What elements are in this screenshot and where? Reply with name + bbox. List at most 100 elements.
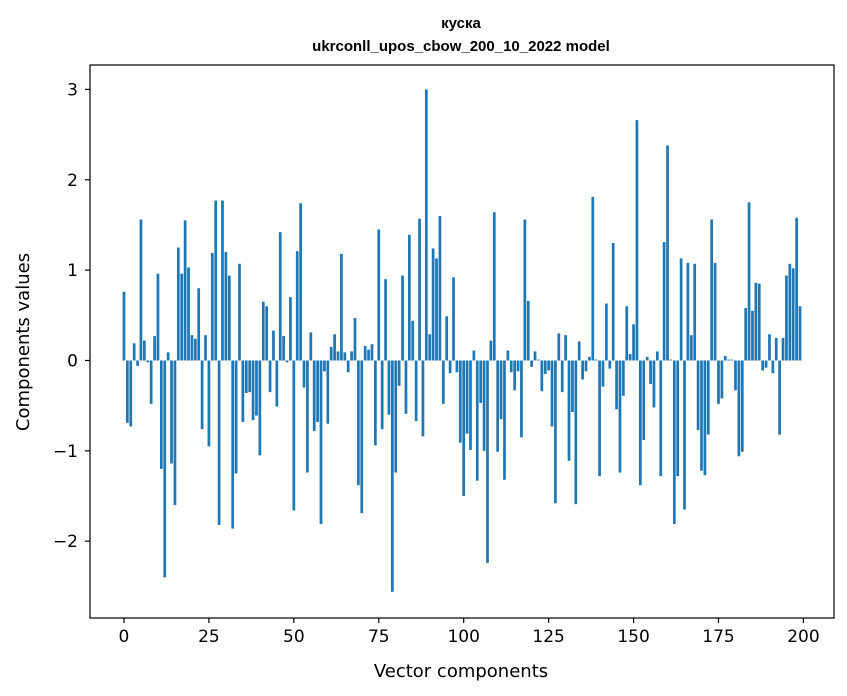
y-tick-label: −2 — [53, 532, 78, 552]
bar — [622, 360, 625, 396]
bar — [438, 215, 442, 361]
bar — [217, 360, 221, 525]
bar — [588, 356, 591, 361]
bar — [465, 360, 469, 434]
bar — [268, 360, 272, 393]
bar — [601, 360, 605, 387]
bar — [234, 360, 238, 474]
x-tick-label: 50 — [283, 627, 305, 647]
x-tick-label: 125 — [532, 627, 564, 647]
bar — [530, 360, 533, 367]
bar — [231, 360, 235, 529]
bar — [574, 360, 578, 505]
bar — [350, 351, 353, 361]
bar — [594, 359, 598, 361]
bars — [122, 89, 802, 592]
bar — [329, 346, 333, 361]
bar — [469, 360, 472, 450]
bar — [628, 354, 632, 361]
bar — [391, 360, 394, 592]
bar — [306, 360, 309, 473]
bar — [785, 275, 788, 361]
bar — [611, 243, 615, 361]
bar — [537, 359, 540, 361]
bar — [407, 234, 411, 361]
bar — [176, 247, 180, 361]
bar — [645, 356, 649, 361]
bar — [713, 262, 717, 361]
bar — [560, 360, 564, 393]
bar — [278, 232, 282, 361]
bar — [397, 360, 401, 386]
bar — [126, 360, 129, 423]
bar — [798, 306, 802, 361]
bar — [193, 338, 197, 361]
bar — [173, 360, 177, 506]
bar — [649, 360, 652, 384]
bar — [255, 360, 258, 416]
bar — [414, 360, 418, 422]
bar — [346, 360, 350, 373]
bar — [567, 360, 571, 461]
bar — [516, 360, 520, 372]
bar — [540, 360, 544, 392]
x-tick-label: 150 — [617, 627, 649, 647]
bar — [326, 360, 330, 424]
bar — [734, 360, 737, 391]
bar — [751, 310, 754, 361]
bar — [166, 352, 170, 361]
bar — [564, 335, 567, 361]
bar — [666, 145, 669, 361]
bar — [302, 360, 306, 388]
bar — [387, 360, 391, 415]
bar — [693, 263, 697, 361]
bar — [370, 344, 374, 361]
bar — [163, 360, 167, 578]
bar — [129, 360, 133, 427]
bar — [781, 337, 785, 361]
bar — [445, 316, 449, 361]
bar — [377, 229, 381, 361]
bar — [639, 360, 642, 486]
bar — [509, 360, 513, 373]
bar — [357, 360, 360, 486]
bar — [520, 360, 523, 438]
bar — [343, 352, 347, 361]
bar — [394, 360, 398, 473]
bar — [241, 360, 245, 422]
bar — [336, 351, 340, 361]
bar — [591, 196, 595, 361]
bar — [768, 334, 771, 361]
bar — [285, 360, 289, 363]
bar — [431, 248, 435, 361]
bar — [159, 360, 163, 469]
chart-title: куска — [441, 15, 481, 32]
bar — [489, 340, 493, 361]
bar — [380, 360, 384, 430]
bar — [791, 268, 795, 361]
bar — [360, 360, 364, 514]
bar — [635, 120, 639, 361]
bar — [384, 279, 387, 361]
bar — [513, 360, 517, 391]
bar — [730, 359, 734, 361]
bar — [180, 273, 184, 361]
bar — [282, 336, 285, 361]
bar — [625, 306, 629, 361]
bar — [319, 360, 323, 525]
bar — [703, 360, 707, 476]
bar — [248, 360, 252, 393]
bar — [214, 200, 218, 361]
bar — [710, 219, 714, 361]
bar — [312, 360, 316, 431]
bar — [455, 360, 459, 373]
bar — [472, 350, 476, 361]
bar — [149, 360, 153, 404]
bar — [764, 360, 768, 368]
bar — [788, 263, 792, 361]
bar — [771, 360, 775, 374]
chart-subtitle: ukrconll_upos_cbow_200_10_2022 model — [312, 38, 610, 55]
bar — [452, 277, 455, 361]
bar — [411, 320, 415, 361]
